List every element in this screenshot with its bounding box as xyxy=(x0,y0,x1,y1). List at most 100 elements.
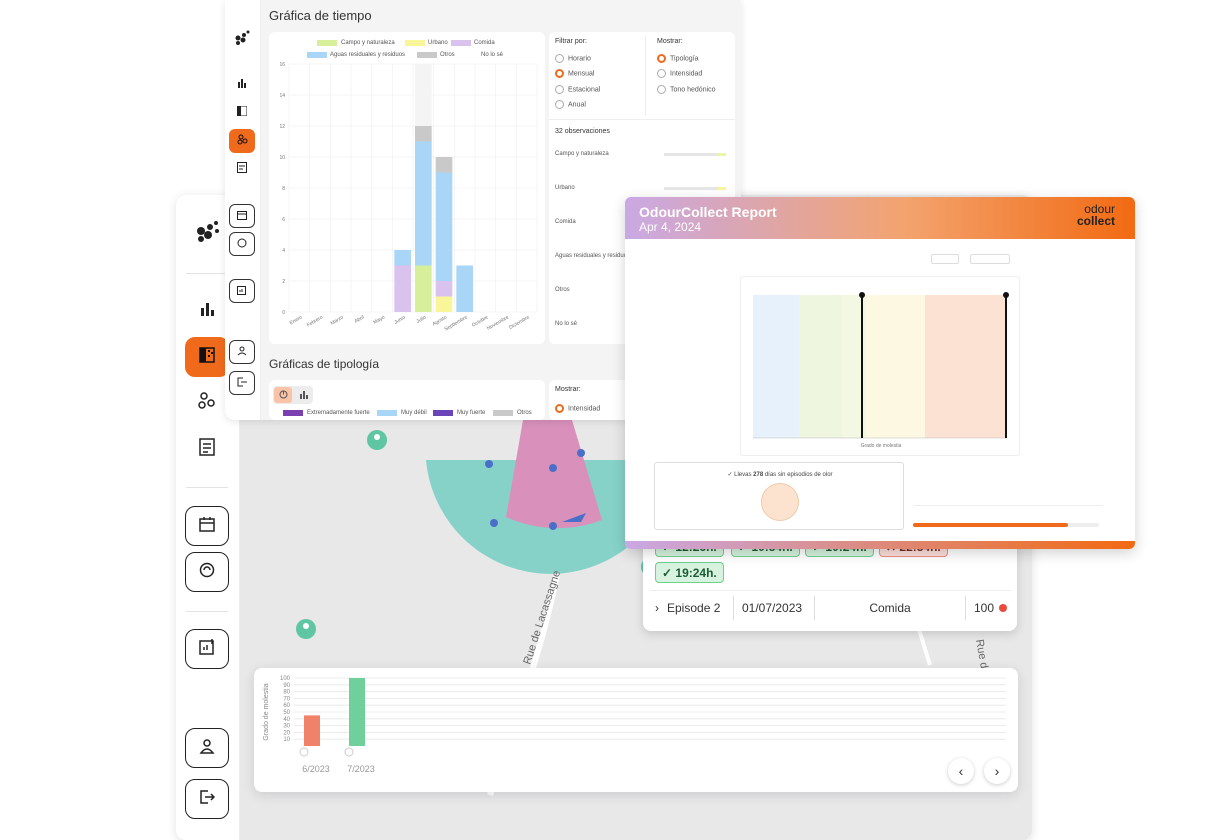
show-option[interactable]: Intensidad xyxy=(555,404,600,413)
category-row: Comida xyxy=(555,219,576,225)
checklist-button[interactable] xyxy=(229,157,255,181)
typology-legend: Extremadamente fuerte Muy débil Muy fuer… xyxy=(283,410,543,418)
report-date: Apr 4, 2024 xyxy=(639,220,702,234)
filter-option[interactable]: Estacional xyxy=(555,85,600,94)
x-tick-label: Enero xyxy=(289,314,304,326)
x-tick-label: Abril xyxy=(354,315,366,325)
show-option[interactable]: Tono hedónico xyxy=(657,85,716,94)
streak-badge xyxy=(761,483,799,521)
checklist-icon xyxy=(237,160,247,178)
filter-option[interactable]: Mensual xyxy=(555,69,594,78)
next-button[interactable]: › xyxy=(984,758,1010,784)
bar-chart-icon xyxy=(299,386,308,404)
show-option[interactable]: Tipología xyxy=(657,54,699,63)
bar-segment xyxy=(415,64,432,126)
bar-chart-icon xyxy=(199,301,215,322)
map-pin-icon xyxy=(296,619,316,639)
y-tick-label: 6 xyxy=(282,217,285,223)
y-tick-label: 0 xyxy=(282,310,285,316)
gradient-map-icon xyxy=(199,346,215,368)
bar-segment xyxy=(435,172,453,281)
app-logo-icon xyxy=(234,30,250,51)
sync-icon xyxy=(199,562,215,583)
profile-button[interactable] xyxy=(229,340,255,364)
bar-segment xyxy=(394,250,411,266)
typology-card: Extremadamente fuerte Muy débil Muy fuer… xyxy=(269,380,545,420)
add-report-button[interactable] xyxy=(229,279,255,303)
sync-button[interactable] xyxy=(229,232,255,256)
legend-item: No lo sé xyxy=(481,52,504,58)
clusters-button[interactable] xyxy=(229,129,255,153)
y-tick-label: 10 xyxy=(283,737,290,743)
bar-segment xyxy=(415,265,432,312)
show-option[interactable]: Intensidad xyxy=(657,69,702,78)
clusters-button[interactable] xyxy=(185,383,229,423)
select-dropdown[interactable] xyxy=(970,254,1010,264)
y-tick-label: 40 xyxy=(283,717,290,723)
checklist-button[interactable] xyxy=(185,429,229,469)
legend-item: Extremadamente fuerte xyxy=(307,410,370,416)
bar-view-button[interactable] xyxy=(294,387,312,403)
legend-item: Otros xyxy=(517,410,532,416)
calendar-icon xyxy=(237,207,247,225)
time-chart-card: Campo y naturaleza Urbano Comida Aguas r… xyxy=(269,32,545,344)
logout-button[interactable] xyxy=(185,779,229,819)
report-xlabel: Grado de molestia xyxy=(861,443,902,449)
y-tick-label: 60 xyxy=(283,703,290,709)
chevron-right-icon: › xyxy=(655,601,659,615)
bar-handle xyxy=(344,747,354,757)
bar xyxy=(349,678,365,746)
calendar-button[interactable] xyxy=(229,204,255,228)
time-chip[interactable]: ✓ 19:24h. xyxy=(655,562,724,583)
legend-item: Otros xyxy=(440,52,455,58)
bar-chart-icon xyxy=(237,75,247,93)
user-icon xyxy=(199,738,215,759)
stats-button[interactable] xyxy=(229,72,255,96)
category-row: Aguas residuales y residuos xyxy=(555,253,631,259)
map-view-button[interactable] xyxy=(185,337,229,377)
y-tick-label: 2 xyxy=(282,279,285,285)
x-tick-label: Julio xyxy=(415,314,427,324)
stats-button[interactable] xyxy=(185,291,229,331)
logout-icon xyxy=(237,374,247,392)
episode-row[interactable]: › Episode 2 01/07/2023 Comida 100 xyxy=(649,592,1011,624)
calendar-icon xyxy=(199,516,215,537)
legend-item: Campo y naturaleza xyxy=(341,40,395,46)
status-dot xyxy=(999,604,1008,612)
profile-button[interactable] xyxy=(185,728,229,768)
bar xyxy=(304,715,320,746)
streak-text: ✓ Llevas 278 días sin episodios de olor xyxy=(727,472,833,478)
x-tick-label: Noviembre xyxy=(486,314,510,331)
filter-option[interactable]: Horario xyxy=(555,54,591,63)
app-logo-icon xyxy=(195,219,221,250)
bar-segment xyxy=(456,265,473,312)
x-tick-label: Junio xyxy=(393,314,407,325)
bar-segment xyxy=(415,141,432,266)
bar-segment xyxy=(435,296,453,312)
filter-label: Filtrar por: xyxy=(555,38,587,45)
x-tick-label: Mayo xyxy=(372,314,386,325)
clusters-icon xyxy=(198,391,216,415)
y-tick-label: 80 xyxy=(283,690,290,696)
legend-item: Urbano xyxy=(428,40,448,46)
pie-view-button[interactable] xyxy=(274,387,292,403)
episode-date: 01/07/2023 xyxy=(742,601,803,615)
annoyance-history-panel: 10 20 30 40 50 60 70 80 90 100 Grado de molestia 6/… xyxy=(254,668,1018,792)
observations-count: 32 observaciones xyxy=(555,128,610,135)
show-label: Mostrar: xyxy=(555,386,581,393)
select-dropdown[interactable] xyxy=(931,254,959,264)
prev-button[interactable]: ‹ xyxy=(948,758,974,784)
bar-handle xyxy=(299,747,309,757)
add-report-button[interactable] xyxy=(185,629,229,669)
category-row: No lo sé xyxy=(555,321,578,327)
map-view-button[interactable] xyxy=(229,100,255,124)
sync-button[interactable] xyxy=(185,552,229,592)
calendar-button[interactable] xyxy=(185,506,229,546)
report-title: OdourCollect Report xyxy=(639,204,777,220)
y-tick-label: 14 xyxy=(279,93,285,99)
logout-button[interactable] xyxy=(229,371,255,395)
show-label: Mostrar: xyxy=(657,38,683,45)
y-tick-label: 70 xyxy=(283,696,290,702)
report-logo: odour collect xyxy=(1076,202,1115,228)
filter-option[interactable]: Anual xyxy=(555,100,586,109)
